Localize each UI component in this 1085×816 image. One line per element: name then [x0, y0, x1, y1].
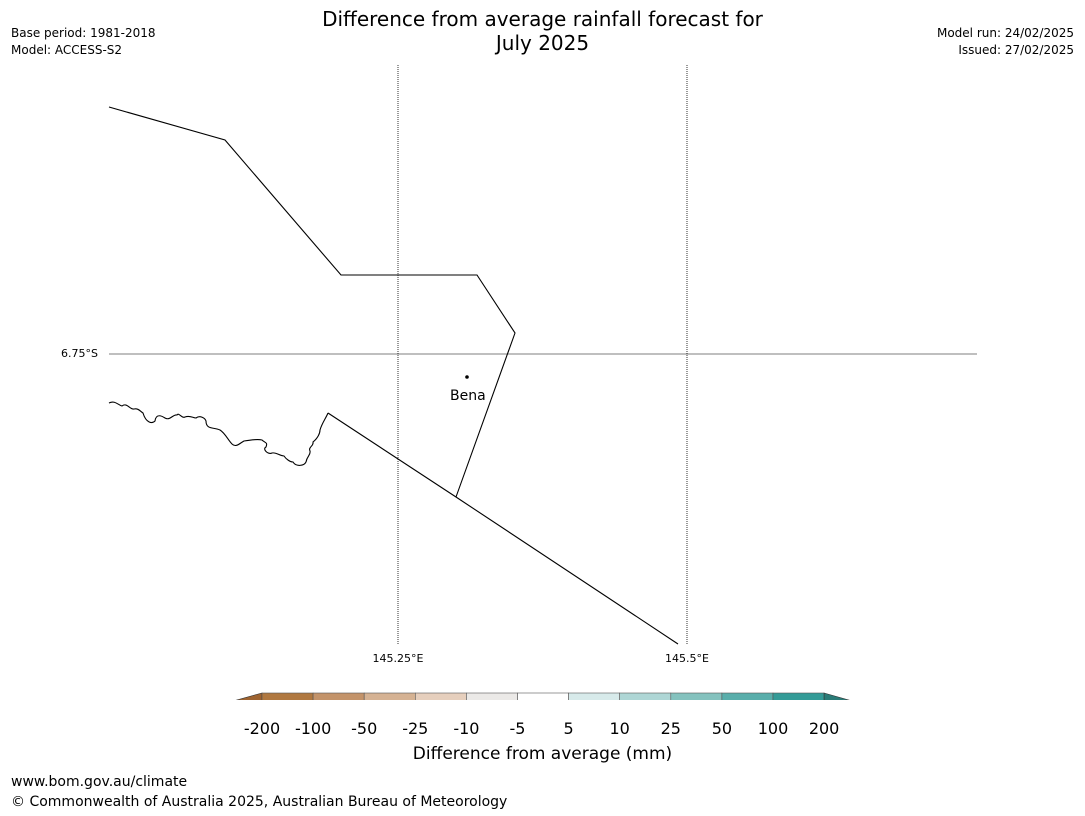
- colorbar-segment: [363, 692, 416, 700]
- colorbar-tick-label: -5: [509, 719, 526, 738]
- longitude-label-145-5: 145.5°E: [665, 652, 709, 665]
- river-boundary: [108, 401, 329, 466]
- map-canvas: [108, 65, 977, 700]
- colorbar-tick-label: -10: [453, 719, 480, 738]
- title-line-2: July 2025: [495, 31, 590, 55]
- colorbar-segment: [772, 692, 825, 700]
- latitude-label: 6.75°S: [61, 347, 98, 360]
- province-boundary-south: [327, 412, 679, 645]
- colorbar-segment: [568, 692, 620, 700]
- colorbar-segment: [466, 692, 518, 700]
- town-marker: [465, 375, 469, 379]
- colorbar-tick-label: 5: [563, 719, 574, 738]
- page-title: Difference from average rainfall forecas…: [0, 7, 1085, 55]
- colorbar-segment: [312, 692, 365, 700]
- colorbar: [235, 692, 850, 700]
- colorbar-tick-label: -200: [243, 719, 281, 738]
- meta-left: Base period: 1981-2018 Model: ACCESS-S2: [11, 25, 156, 59]
- colorbar-tick-label: -100: [294, 719, 332, 738]
- model-run: Model run: 24/02/2025: [936, 26, 1074, 40]
- model-name: Model: ACCESS-S2: [11, 43, 123, 57]
- longitude-label-145-25: 145.25°E: [372, 652, 424, 665]
- colorbar-tick-label: 50: [711, 719, 733, 738]
- colorbar-tick-label: -25: [402, 719, 429, 738]
- colorbar-segment: [721, 692, 774, 700]
- base-period: Base period: 1981-2018: [11, 26, 156, 40]
- colorbar-tick-label: 200: [808, 719, 840, 738]
- colorbar-extend-high: [823, 692, 850, 700]
- meta-right: Model run: 24/02/2025 Issued: 27/02/2025: [937, 25, 1074, 59]
- colorbar-extend-low: [235, 692, 263, 700]
- colorbar-segment: [670, 692, 723, 700]
- colorbar-tick-label: 25: [660, 719, 681, 738]
- colorbar-segment: [414, 692, 467, 700]
- colorbar-title: Difference from average (mm): [412, 744, 673, 764]
- colorbar-segment: [517, 692, 569, 700]
- province-boundary-north: [108, 106, 516, 498]
- issued-date: Issued: 27/02/2025: [958, 43, 1074, 57]
- title-line-1: Difference from average rainfall forecas…: [322, 7, 763, 31]
- colorbar-segment: [619, 692, 672, 700]
- footer-copyright: © Commonwealth of Australia 2025, Austra…: [11, 794, 508, 810]
- footer-url: www.bom.gov.au/climate: [11, 774, 188, 790]
- colorbar-tick-label: 100: [757, 719, 789, 738]
- colorbar-segment: [261, 692, 314, 700]
- colorbar-tick-label: 10: [609, 719, 630, 738]
- town-label: Bena: [450, 388, 486, 404]
- colorbar-tick-label: -50: [351, 719, 378, 738]
